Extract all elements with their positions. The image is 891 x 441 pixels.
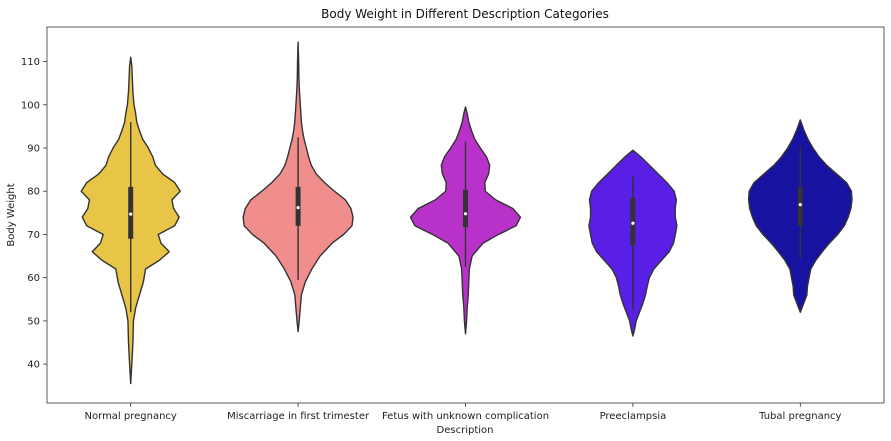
violin-median-point xyxy=(296,206,300,210)
violin-median-point xyxy=(631,221,635,225)
y-tick-label: 90 xyxy=(27,144,40,155)
x-axis-label: Description xyxy=(437,425,494,436)
violin-median-point xyxy=(129,212,133,216)
violin-median-point xyxy=(798,203,802,207)
x-tick-label: Fetus with unknown complication xyxy=(382,411,549,422)
y-tick-label: 40 xyxy=(27,360,40,371)
y-tick-label: 60 xyxy=(27,273,40,284)
violin-iqr-box xyxy=(463,189,468,228)
y-tick-label: 70 xyxy=(27,230,40,241)
violin-median-point xyxy=(463,212,468,216)
y-tick-label: 80 xyxy=(27,187,40,198)
y-tick-label: 50 xyxy=(27,316,40,327)
chart-title: Body Weight in Different Description Cat… xyxy=(321,7,609,21)
y-tick-label: 100 xyxy=(21,100,40,111)
y-tick-label: 110 xyxy=(21,57,40,68)
violin-iqr-box xyxy=(797,186,803,226)
x-tick-label: Preeclampsia xyxy=(600,411,667,422)
x-tick-label: Tubal pregnancy xyxy=(758,411,841,422)
violin-iqr-box xyxy=(630,197,636,246)
plot-area xyxy=(80,41,853,385)
y-axis-label: Body Weight xyxy=(6,183,17,246)
x-tick-label: Miscarriage in first trimester xyxy=(227,411,370,422)
axes: Normal pregnancy Miscarriage in first tri… xyxy=(21,57,842,422)
x-tick-label: Normal pregnancy xyxy=(85,411,177,422)
